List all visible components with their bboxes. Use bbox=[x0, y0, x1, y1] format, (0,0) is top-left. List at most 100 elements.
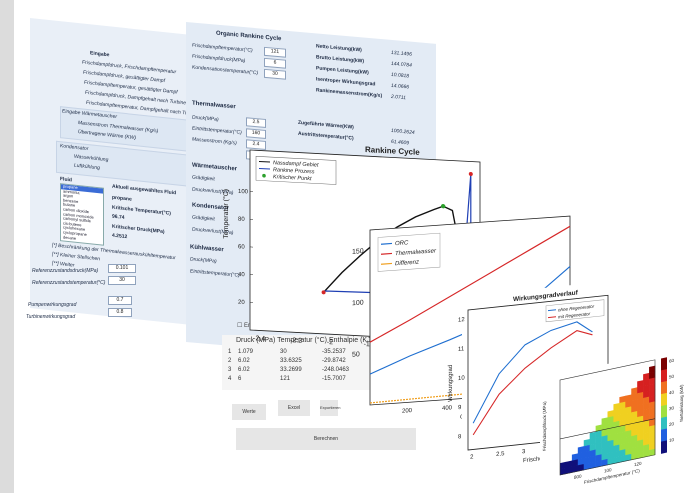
table-cell: 1.079 bbox=[238, 349, 254, 355]
table-cell: 6.02 bbox=[238, 358, 250, 364]
heatmap-cell bbox=[625, 412, 632, 420]
heatmap-cell bbox=[583, 444, 590, 453]
heatmap-cell bbox=[643, 402, 650, 411]
table-cell: 33.6325 bbox=[280, 358, 302, 364]
heatmap-cell bbox=[637, 451, 644, 459]
heatmap-cell bbox=[637, 386, 644, 394]
heatmap-cell bbox=[649, 436, 656, 445]
heatmap-cell bbox=[649, 377, 656, 386]
qt-legend-label: ORC bbox=[395, 240, 409, 247]
heatmap-cell bbox=[637, 391, 644, 400]
th-druck: Druck (MPa) bbox=[236, 337, 276, 344]
table-row-index: 1 bbox=[228, 349, 232, 355]
rankine-y-tick: 100 bbox=[238, 189, 249, 196]
heatmap-cell bbox=[619, 401, 626, 410]
excel-button[interactable]: Excel bbox=[278, 400, 310, 416]
heatmap-colorbar-tick: 10 bbox=[669, 437, 674, 443]
qt-legend-swatch bbox=[381, 252, 392, 255]
heatmap-cell bbox=[649, 419, 656, 427]
heatmap-cell bbox=[649, 448, 656, 457]
heatmap-cell bbox=[649, 371, 656, 380]
heatmap-x-tick: 120 bbox=[634, 461, 642, 468]
heatmap-cell bbox=[577, 446, 585, 454]
heatmap-cell bbox=[619, 437, 626, 445]
heatmap-cell bbox=[565, 466, 573, 475]
ref-druck-input[interactable]: 0.101 bbox=[108, 264, 136, 273]
table-cell: 6 bbox=[238, 376, 242, 382]
heatmap-cell bbox=[613, 444, 620, 453]
heatmap-cell bbox=[643, 390, 650, 399]
heatmap-cell bbox=[637, 433, 644, 442]
heatmap-cell bbox=[583, 450, 590, 459]
heatmap-cell bbox=[643, 450, 650, 458]
rankine-legend-box bbox=[255, 156, 337, 185]
heatmap-cell bbox=[625, 430, 632, 438]
werte-button[interactable]: Werte bbox=[232, 404, 266, 420]
heatmap-colorbar-tick: 40 bbox=[669, 389, 674, 395]
ref-temp-input[interactable]: 30 bbox=[108, 276, 136, 285]
table-cell: 121 bbox=[280, 376, 291, 382]
heatmap-colorbar-label: Nettoleistung (kW) bbox=[679, 384, 684, 423]
eff-legend-label: mit Regenerator bbox=[558, 311, 591, 319]
heatmap-cell bbox=[649, 395, 656, 403]
heatmap-marker-line bbox=[560, 418, 655, 440]
rankine-legend-swatch bbox=[259, 167, 270, 170]
heatmap-colorbar-segment bbox=[661, 404, 667, 419]
heatmap-cell bbox=[571, 459, 579, 467]
heatmap-cell bbox=[625, 453, 632, 462]
heatmap-colorbar-segment bbox=[661, 369, 667, 383]
heatmap-cell bbox=[619, 443, 626, 451]
heatmap-cell bbox=[637, 439, 644, 448]
table-row[interactable]: 3 6.02 33.2699 -248.0463 bbox=[228, 367, 364, 373]
heatmap-colorbar-tick: 20 bbox=[669, 421, 674, 427]
rankine-y-tick: 40 bbox=[238, 272, 245, 278]
heatmap-cell bbox=[571, 453, 579, 461]
table-row[interactable]: 2 6.02 33.6325 -29.8742 bbox=[228, 358, 364, 364]
pumpe-label: Pumpenwirkungsgrad bbox=[28, 302, 77, 308]
heatmap-cell bbox=[619, 407, 626, 416]
turbine-input[interactable]: 0.8 bbox=[108, 308, 132, 317]
heatmap-cell bbox=[625, 394, 632, 403]
eff-ylabel: Wirkungsgrad bbox=[448, 365, 454, 403]
heatmap-cell bbox=[595, 430, 602, 439]
table-cell: -29.8742 bbox=[322, 358, 346, 364]
heatmap-cell bbox=[643, 438, 650, 446]
heatmap-cell bbox=[625, 424, 632, 432]
eff-y-tick: 10 bbox=[458, 375, 465, 382]
export-button[interactable]: Exportieren bbox=[320, 400, 340, 416]
eff-series-line bbox=[472, 330, 593, 436]
qt-series-line bbox=[369, 225, 571, 343]
heatmap-cell bbox=[631, 452, 638, 461]
berechnen-button[interactable]: Berechnen bbox=[236, 428, 416, 450]
table-row[interactable]: 4 6 121 -15.7007 bbox=[228, 376, 364, 382]
heatmap-cell bbox=[565, 460, 573, 469]
heatmap-cell bbox=[649, 401, 656, 409]
heatmap-cell bbox=[583, 462, 590, 471]
heatmap-cell bbox=[643, 420, 650, 428]
heatmap-frame bbox=[559, 359, 656, 476]
heatmap-cell bbox=[619, 413, 626, 422]
heatmap-cell bbox=[595, 436, 602, 444]
heatmap-cell bbox=[577, 458, 585, 466]
heatmap-cell bbox=[631, 387, 638, 395]
pumpe-input[interactable]: 0.7 bbox=[108, 296, 132, 305]
table-row[interactable]: 1 1.079 30 -35.2537 bbox=[228, 349, 364, 355]
heatmap-cell bbox=[560, 467, 567, 476]
heatmap-colorbar-segment bbox=[661, 416, 667, 431]
heatmap-cell bbox=[595, 448, 602, 456]
heatmap-cell bbox=[619, 455, 626, 463]
heatmap-cell bbox=[619, 449, 626, 457]
rankine-x-tick: -2.2 bbox=[290, 337, 302, 345]
heatmap-cell bbox=[607, 416, 614, 424]
heatmap-cell bbox=[601, 429, 608, 437]
heatmap-cell bbox=[619, 425, 626, 433]
qt-legend-label: Thermalwasser bbox=[395, 248, 437, 257]
table-cell: 33.2699 bbox=[280, 367, 302, 373]
heatmap-cell bbox=[649, 442, 656, 451]
rankine-y-tick: 20 bbox=[238, 300, 245, 306]
heatmap-chart: Frischdampfdruck (MPa)800100120Frischdam… bbox=[540, 346, 689, 493]
qt-x-tick: 200 bbox=[402, 408, 413, 415]
